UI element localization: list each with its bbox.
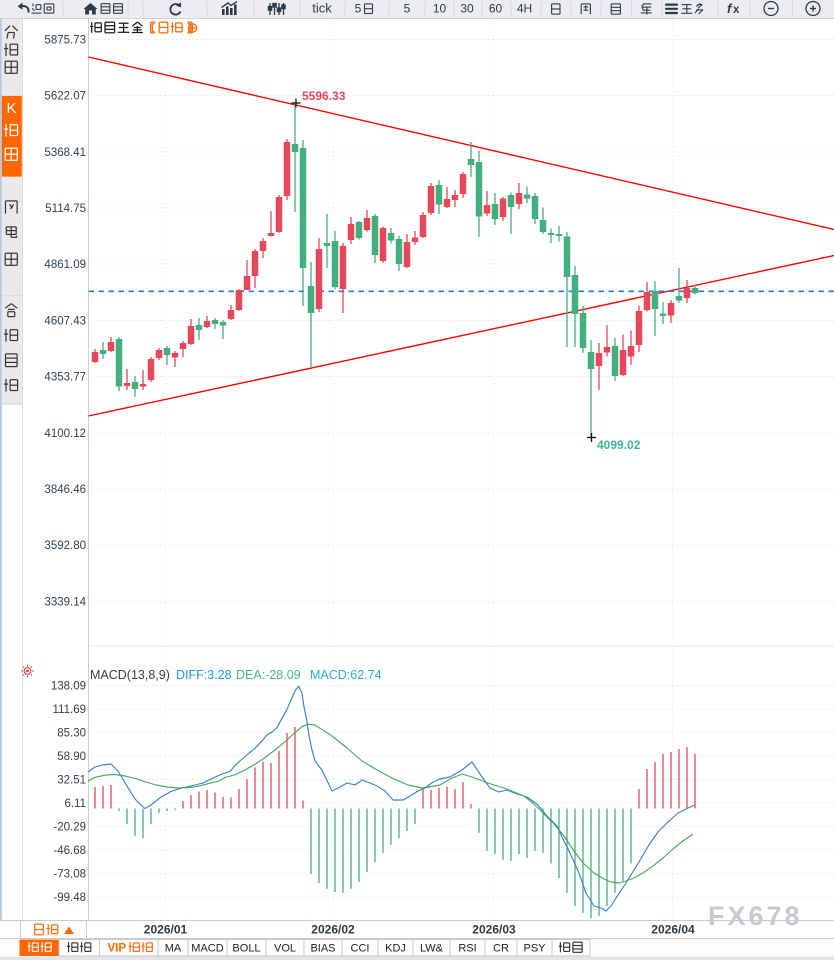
svg-text:2026/04: 2026/04 xyxy=(651,923,695,937)
svg-text:LW&: LW& xyxy=(420,943,444,955)
svg-text:DEA:-28.09: DEA:-28.09 xyxy=(236,668,301,682)
svg-text:VOL: VOL xyxy=(274,943,296,955)
svg-text:-99.48: -99.48 xyxy=(53,892,86,904)
svg-text:tick: tick xyxy=(312,1,332,16)
svg-text:5596.33: 5596.33 xyxy=(302,89,346,103)
svg-text:K: K xyxy=(6,100,16,117)
svg-text:4099.02: 4099.02 xyxy=(597,438,641,452)
svg-text:2026/03: 2026/03 xyxy=(472,923,516,937)
svg-text:3339.14: 3339.14 xyxy=(44,596,86,608)
svg-text:6.11: 6.11 xyxy=(64,798,86,810)
svg-text:BOLL: BOLL xyxy=(232,943,260,955)
svg-text:5368.41: 5368.41 xyxy=(44,147,86,159)
svg-text:MACD(13,8,9): MACD(13,8,9) xyxy=(90,668,170,682)
svg-text:4861.09: 4861.09 xyxy=(44,259,86,271)
svg-text:10: 10 xyxy=(433,2,447,16)
svg-text:138.09: 138.09 xyxy=(51,681,86,693)
svg-text:BIAS: BIAS xyxy=(310,943,335,955)
svg-text:4H: 4H xyxy=(517,2,532,16)
svg-text:CR: CR xyxy=(493,943,509,955)
svg-text:FX678: FX678 xyxy=(708,901,803,931)
svg-text:MACD:62.74: MACD:62.74 xyxy=(310,668,382,682)
svg-text:DIFF:3.28: DIFF:3.28 xyxy=(176,668,232,682)
svg-text:5875.73: 5875.73 xyxy=(44,34,86,46)
svg-text:5: 5 xyxy=(355,2,362,16)
svg-text:3846.46: 3846.46 xyxy=(44,484,86,496)
svg-text:MACD: MACD xyxy=(191,943,223,955)
svg-text:5114.75: 5114.75 xyxy=(45,203,86,215)
svg-text:RSI: RSI xyxy=(458,943,476,955)
svg-text:-20.29: -20.29 xyxy=(53,822,86,834)
svg-text:85.30: 85.30 xyxy=(57,728,86,740)
svg-text:CCI: CCI xyxy=(351,943,370,955)
svg-text:58.90: 58.90 xyxy=(57,751,86,763)
svg-text:30: 30 xyxy=(460,2,474,16)
svg-text:32.51: 32.51 xyxy=(57,775,86,787)
svg-text:MA: MA xyxy=(165,943,182,955)
svg-text:-46.68: -46.68 xyxy=(53,845,86,857)
svg-text:2026/01: 2026/01 xyxy=(144,923,188,937)
svg-text:KDJ: KDJ xyxy=(385,943,406,955)
svg-text:x: x xyxy=(733,4,740,16)
svg-text:-73.08: -73.08 xyxy=(53,869,86,881)
svg-text:PSY: PSY xyxy=(523,943,546,955)
svg-text:2026/02: 2026/02 xyxy=(311,923,355,937)
svg-text:4607.43: 4607.43 xyxy=(44,315,86,327)
svg-text:111.69: 111.69 xyxy=(53,704,86,716)
svg-text:4353.77: 4353.77 xyxy=(44,372,86,384)
svg-text:4100.12: 4100.12 xyxy=(44,428,86,440)
svg-text:3592.80: 3592.80 xyxy=(44,540,86,552)
svg-text:5: 5 xyxy=(404,2,411,16)
svg-text:60: 60 xyxy=(489,2,503,16)
svg-text:VIP: VIP xyxy=(108,943,127,955)
svg-text:5622.07: 5622.07 xyxy=(44,91,86,103)
